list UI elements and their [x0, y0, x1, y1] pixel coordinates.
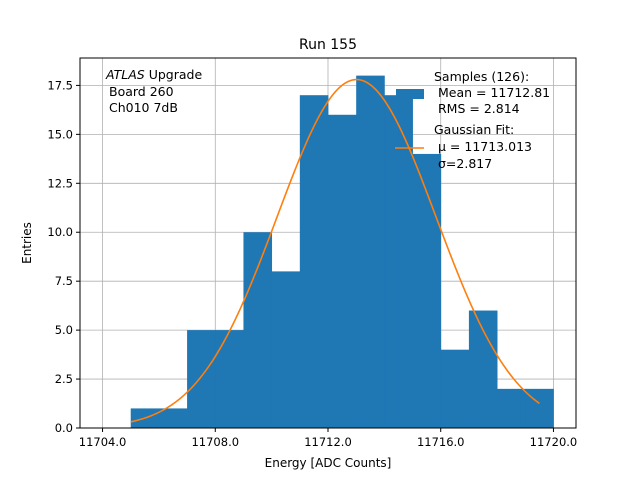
- legend-bar-swatch: [396, 89, 424, 99]
- legend-mu: μ = 11713.013: [438, 139, 532, 154]
- channel-label: Ch010 7dB: [109, 100, 178, 115]
- legend-rms: RMS = 2.814: [438, 101, 520, 116]
- y-tick-label: 17.5: [47, 78, 73, 92]
- histogram-bar: [215, 330, 244, 428]
- histogram-bar: [271, 271, 301, 428]
- legend-sigma: σ=2.817: [438, 156, 492, 171]
- histogram-bar: [398, 89, 413, 428]
- histogram-bar: [497, 388, 526, 428]
- y-tick-label: 2.5: [55, 372, 73, 386]
- y-tick-label: 12.5: [47, 176, 73, 190]
- y-tick-label: 0.0: [55, 421, 73, 435]
- y-tick-label: 5.0: [55, 323, 73, 337]
- atlas-label: ATLAS: [105, 67, 145, 82]
- atlas-annotation: ATLAS Upgrade Board 260 Ch010 7dB: [105, 67, 202, 115]
- x-axis-label: Energy [ADC Counts]: [265, 456, 392, 470]
- x-tick-label: 11720.0: [530, 435, 578, 449]
- histogram-bar: [356, 75, 385, 428]
- y-tick-label: 15.0: [47, 127, 73, 141]
- histogram-bar: [468, 310, 498, 428]
- histogram-bar: [384, 95, 399, 428]
- gaussian-fit-curve: [130, 78, 540, 423]
- board-label: Board 260: [109, 84, 174, 99]
- x-tick-label: 11712.0: [304, 435, 352, 449]
- x-tick-label: 11704.0: [79, 435, 127, 449]
- legend-mean: Mean = 11712.81: [438, 85, 550, 100]
- histogram-bar: [158, 408, 188, 428]
- y-axis-label: Entries: [20, 222, 34, 264]
- svg-text:ATLAS Upgrade: ATLAS Upgrade: [105, 67, 202, 82]
- legend-samples-title: Samples (126):: [434, 69, 529, 84]
- y-tick-label: 7.5: [55, 274, 73, 288]
- y-tick-label: 10.0: [47, 225, 73, 239]
- histogram-bar: [299, 95, 329, 428]
- x-axis-ticks: 11704.0 11708.0 11712.0 11716.0 11720.0: [79, 428, 577, 449]
- x-tick-label: 11716.0: [417, 435, 465, 449]
- y-axis-ticks: 0.0 2.5 5.0 7.5 10.0 12.5 15.0 17.5: [47, 78, 80, 435]
- upgrade-label: Upgrade: [145, 67, 203, 82]
- histogram-bar: [243, 232, 273, 428]
- histogram-bar: [412, 153, 442, 429]
- histogram-bar: [187, 330, 216, 428]
- legend-fit-title: Gaussian Fit:: [434, 122, 514, 137]
- x-tick-label: 11708.0: [191, 435, 239, 449]
- legend: Samples (126): Mean = 11712.81 RMS = 2.8…: [395, 69, 550, 171]
- chart-title: Run 155: [299, 37, 357, 53]
- histogram-bar: [440, 349, 470, 428]
- histogram-bars: [130, 75, 554, 429]
- histogram-bar: [328, 114, 357, 428]
